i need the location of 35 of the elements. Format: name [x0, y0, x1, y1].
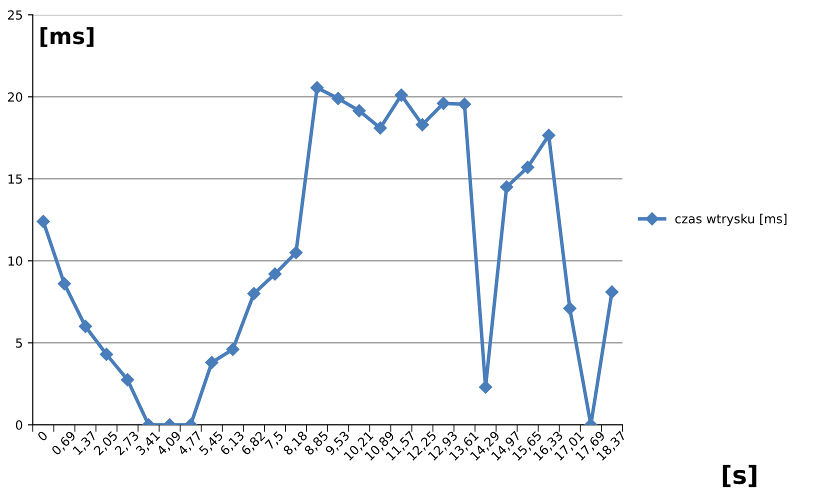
y-tick-label: 20	[8, 92, 22, 102]
point	[436, 96, 450, 110]
point	[205, 356, 218, 370]
point	[374, 121, 387, 135]
point	[78, 320, 92, 334]
point	[416, 118, 429, 132]
point	[500, 180, 514, 194]
point	[563, 302, 576, 315]
point	[120, 373, 134, 386]
point	[332, 92, 345, 106]
point	[310, 81, 324, 94]
point	[352, 104, 366, 118]
point	[100, 348, 114, 361]
point	[58, 277, 71, 290]
x-axis-title: [s]	[722, 464, 756, 488]
point	[521, 160, 534, 174]
legend-label: czas wtrysku [ms]	[675, 214, 786, 226]
point	[542, 128, 556, 142]
x-tick-label: 0	[36, 430, 48, 442]
point	[268, 267, 282, 281]
y-tick-label: 15	[8, 174, 22, 184]
y-tick-label: 25	[8, 10, 22, 20]
y-axis-title: [ms]	[40, 27, 94, 47]
point	[394, 88, 408, 102]
point	[36, 214, 50, 228]
y-tick-label: 5	[16, 338, 22, 348]
point	[226, 342, 240, 356]
point	[247, 287, 260, 300]
x-tick-label: 7,5	[264, 430, 285, 451]
point	[289, 246, 303, 260]
y-tick-label: 10	[8, 256, 22, 266]
point	[605, 285, 618, 299]
y-tick-label: 0	[16, 420, 22, 430]
point	[478, 380, 492, 394]
point	[458, 98, 472, 111]
